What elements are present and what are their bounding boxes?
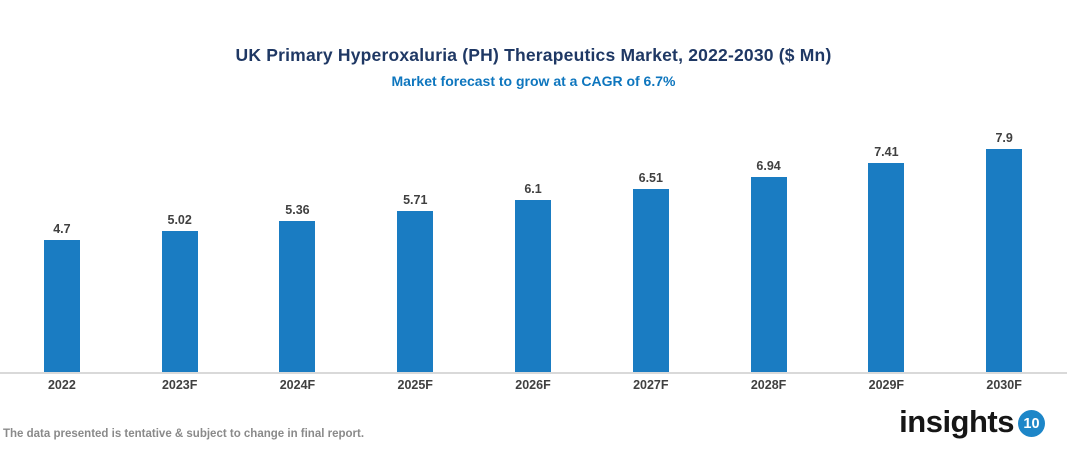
- bar-value-label: 5.71: [403, 193, 428, 208]
- x-axis-line: [0, 372, 1067, 374]
- bar: [632, 188, 669, 373]
- bar: [161, 230, 198, 373]
- bar-group-2029F: 7.41: [827, 145, 945, 373]
- chart-subtitle: Market forecast to grow at a CAGR of 6.7…: [391, 73, 676, 89]
- x-axis-label: 2030F: [986, 378, 1022, 392]
- bar-group-2023F: 5.02: [121, 213, 239, 373]
- bar-group-2028F: 6.94: [710, 159, 828, 373]
- x-axis-label: 2024F: [279, 378, 316, 392]
- bar-group-2025F: 5.71: [356, 193, 474, 373]
- bar-value-label: 6.94: [756, 158, 781, 173]
- bar-group-2024F: 5.36: [239, 203, 357, 373]
- x-axis-label: 2023F: [161, 378, 198, 392]
- bar: [279, 221, 316, 373]
- x-axis-label: 2025F: [397, 378, 433, 392]
- x-axis-label: 2026F: [515, 378, 551, 392]
- logo-badge-icon: 10: [1018, 410, 1045, 437]
- bar: [986, 149, 1023, 373]
- x-axis-label: 2022: [47, 378, 76, 392]
- logo-wordmark: insights: [899, 404, 1014, 439]
- x-axis-labels: 2022 2023F 2024F 2025F 2026F 2027F 2028F 2029F 2…: [3, 378, 1063, 392]
- bar-group-2030F: 7.9: [945, 131, 1063, 373]
- bar-value-label: 5.02: [167, 212, 192, 227]
- disclaimer-text: The data presented is tentative & subjec…: [3, 428, 365, 440]
- bar-value-label: 7.9: [995, 131, 1013, 146]
- bar-value-label: 6.51: [638, 170, 663, 185]
- bar-value-label: 4.7: [53, 222, 71, 236]
- bar: [397, 211, 434, 373]
- bar-value-label: 7.41: [874, 145, 899, 160]
- bar-value-label: 6.1: [524, 182, 542, 197]
- bar: [868, 163, 905, 373]
- bar-group-2022: 4.7: [3, 222, 121, 373]
- x-axis-label: 2027F: [633, 378, 669, 392]
- bar-group-2027F: 6.51: [592, 171, 710, 373]
- chart-title: UK Primary Hyperoxaluria (PH) Therapeuti…: [235, 45, 832, 65]
- bar-value-label: 5.36: [285, 203, 310, 218]
- bar: [43, 240, 80, 373]
- x-axis-label: 2028F: [750, 378, 787, 392]
- bar: [750, 176, 787, 373]
- insights10-logo: insights 10: [899, 402, 1045, 437]
- bar: [515, 200, 552, 373]
- x-axis-label: 2029F: [868, 378, 905, 392]
- bar-plot-area: 4.7 5.02 5.36 5.71 6.1 6.51 6.94 7.41 7.9: [3, 120, 1063, 373]
- bar-group-2026F: 6.1: [474, 182, 592, 373]
